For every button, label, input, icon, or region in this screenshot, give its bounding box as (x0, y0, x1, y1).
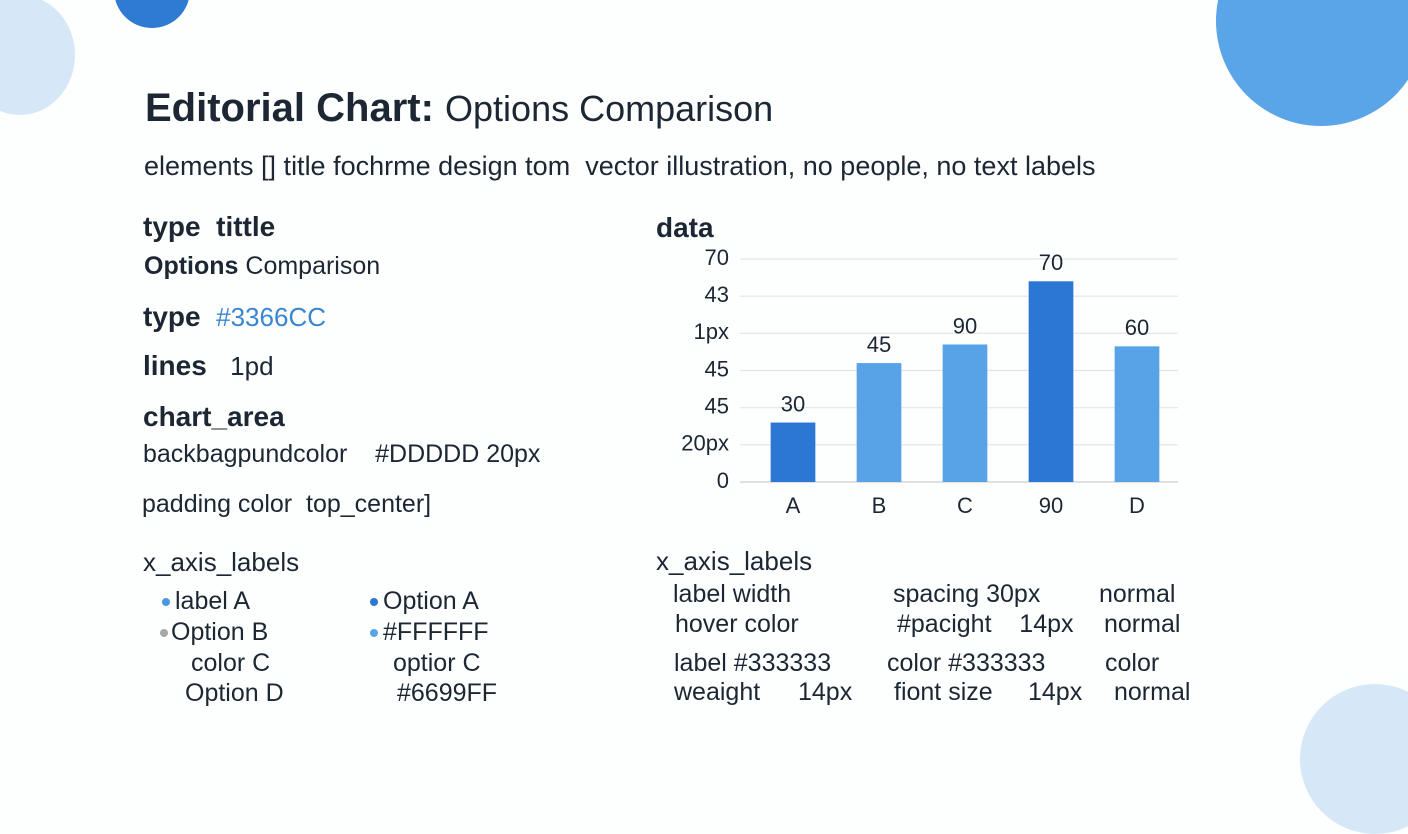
cell: label width (673, 580, 792, 608)
y-tick-label: 45 (705, 393, 729, 418)
list-item: Option A (370, 589, 479, 614)
cell: #pacight 14px (897, 610, 1074, 638)
title-rest: Options Comparison (445, 88, 774, 129)
cell: normal (1104, 610, 1181, 638)
title: Editorial Chart: Options Comparison (145, 88, 773, 128)
bar (1114, 346, 1160, 482)
cell: normal (1114, 678, 1191, 706)
text: #FFFFFF (383, 618, 489, 646)
text: Option A (383, 587, 479, 615)
label: lines (143, 350, 207, 381)
bar (856, 363, 902, 482)
y-tick-label: 70 (705, 245, 729, 270)
list-item: Option B (160, 620, 268, 645)
text: Option B (171, 618, 269, 646)
heading: x_axis_labels (143, 547, 300, 577)
heading: x_axis_labels (656, 546, 813, 576)
cell: spacing 30px (893, 580, 1041, 608)
y-tick-label: 20px (681, 431, 729, 456)
x-tick-label: C (957, 493, 973, 518)
x-tick-label: 90 (1039, 493, 1063, 518)
cell: color #333333 (887, 649, 1046, 677)
cell: 14px (798, 678, 853, 706)
list-item: color C (191, 649, 271, 677)
text: padding color top_center] (142, 490, 432, 518)
cell: fiont size (894, 678, 993, 706)
cell: weaight (674, 678, 761, 706)
text: label A (175, 587, 251, 615)
title-bold: Editorial Chart: (145, 86, 434, 130)
value: 1pd (230, 351, 274, 381)
list-item: Option D (185, 679, 284, 707)
cell: hover color (675, 610, 799, 638)
list-item: #FFFFFF (370, 620, 489, 645)
y-tick-label: 43 (705, 282, 729, 307)
heading: chart_area (143, 401, 285, 432)
value: #3366CC (216, 302, 326, 332)
x-tick-label: B (872, 493, 887, 518)
bar (1028, 281, 1074, 482)
text: Comparison (245, 252, 381, 280)
row: lines 1pd (143, 352, 274, 380)
value-label: 45 (867, 332, 891, 357)
cell: normal (1099, 580, 1176, 608)
chart-title: data (656, 212, 714, 243)
y-tick-label: 0 (717, 468, 729, 493)
y-tick-label: 45 (705, 356, 729, 381)
label: type (143, 301, 201, 332)
y-tick-label: 1px (694, 319, 729, 344)
x-tick-label: A (786, 493, 801, 518)
x-tick-label: D (1129, 493, 1145, 518)
row: type #3366CC (143, 303, 326, 331)
list-item: label A (162, 589, 250, 614)
heading: type tittle (143, 211, 276, 242)
cell: color (1105, 649, 1160, 677)
text: Options Comparison (144, 254, 380, 279)
value-label: 30 (781, 391, 805, 416)
value-label: 90 (953, 313, 977, 338)
value-label: 70 (1039, 250, 1063, 275)
chart: 0 20px 45 45 1px 43 70 A 30 B 45 C 90 90 70 D 60 (681, 245, 1178, 518)
text: backbagpundcolor #DDDDD 20px (143, 440, 541, 468)
subtitle: elements [] title fochrme design tom vec… (144, 151, 1096, 181)
value-label: 60 (1125, 315, 1149, 340)
bar (942, 344, 988, 482)
bar (770, 422, 816, 482)
list-item: optior C (393, 649, 481, 677)
list-item: #6699FF (397, 679, 498, 707)
text-bold: Options (144, 252, 239, 280)
cell: label #333333 (674, 649, 832, 677)
cell: 14px (1028, 678, 1083, 706)
